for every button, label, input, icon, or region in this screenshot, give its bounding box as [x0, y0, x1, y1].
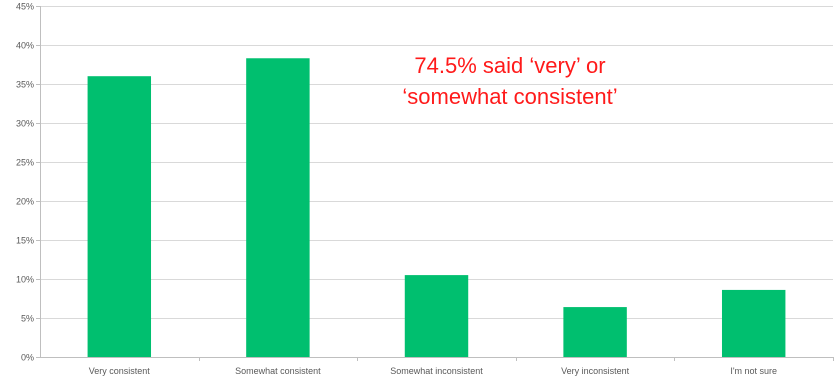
x-tick-label: Very inconsistent: [561, 366, 630, 376]
y-tick-label: 45%: [16, 2, 34, 12]
bar: [721, 289, 786, 357]
y-tick-label: 0%: [21, 353, 34, 363]
y-tick-label: 25%: [16, 158, 34, 168]
y-axis: 0% 5% 10% 15% 20% 25% 30% 35% 40% 45%: [16, 2, 41, 363]
bar: [246, 58, 310, 357]
y-tick-label: 10%: [16, 275, 34, 285]
x-tick-label: Somewhat consistent: [235, 366, 321, 376]
x-axis: Very consistent Somewhat consistent Somewh…: [40, 357, 834, 376]
y-tick-label: 30%: [16, 119, 34, 129]
gridlines: [40, 6, 833, 358]
y-tick-label: 15%: [16, 236, 34, 246]
annotation-line-1: 74.5% said ‘very’ or: [414, 53, 606, 78]
x-tick-label: Somewhat inconsistent: [390, 366, 483, 376]
y-tick-label: 5%: [21, 314, 34, 324]
y-tick-label: 40%: [16, 41, 34, 51]
y-tick-label: 20%: [16, 197, 34, 207]
y-tick-label: 35%: [16, 80, 34, 90]
annotation: 74.5% said ‘very’ or ‘somewhat consisten…: [360, 50, 660, 112]
bar: [404, 275, 469, 357]
bar: [87, 76, 152, 357]
x-tick-label: I'm not sure: [730, 366, 777, 376]
bars: [87, 58, 786, 357]
x-tick-label: Very consistent: [89, 366, 151, 376]
bar: [563, 307, 627, 357]
annotation-line-2: ‘somewhat consistent’: [402, 84, 618, 109]
